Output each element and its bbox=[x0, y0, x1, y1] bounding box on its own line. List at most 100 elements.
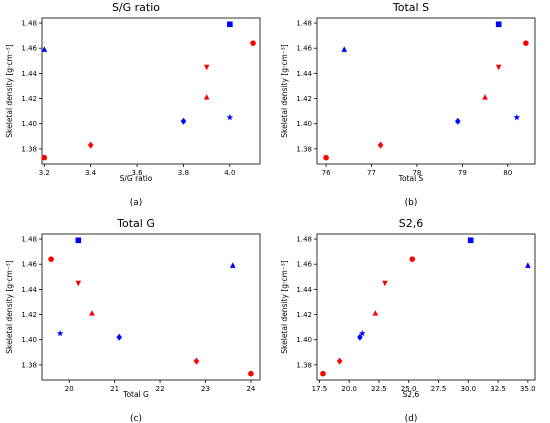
x-tick-label: 77 bbox=[367, 169, 376, 177]
panel-caption: (a) bbox=[130, 198, 143, 208]
data-point bbox=[56, 329, 64, 337]
y-axis-label: Skeletal density [g·cm⁻³] bbox=[280, 44, 289, 138]
y-tick-label: 1.44 bbox=[296, 70, 312, 78]
data-point bbox=[203, 64, 210, 71]
x-axis-label: S2,6 bbox=[403, 390, 420, 399]
data-point bbox=[482, 94, 488, 100]
plot-frame bbox=[41, 233, 261, 381]
x-tick-label: 22 bbox=[156, 385, 165, 393]
data-point bbox=[116, 333, 123, 341]
panel-caption: (d) bbox=[405, 414, 418, 423]
chart-panel: S/G ratio Skeletal density [g·cm⁻³] S/G … bbox=[5, 1, 261, 208]
data-point bbox=[89, 310, 95, 316]
y-tick-label: 1.42 bbox=[21, 95, 37, 103]
y-tick-label: 1.40 bbox=[296, 336, 312, 344]
data-point bbox=[41, 154, 48, 161]
x-tick-label: 27.5 bbox=[431, 385, 447, 393]
x-tick-label: 35.0 bbox=[520, 385, 536, 393]
x-axis-label: S/G ratio bbox=[120, 174, 153, 183]
y-axis-label: Skeletal density [g·cm⁻³] bbox=[5, 260, 14, 354]
plot-frame bbox=[41, 17, 261, 165]
x-tick-label: 79 bbox=[458, 169, 467, 177]
x-tick-label: 3.2 bbox=[39, 169, 50, 177]
data-point bbox=[358, 329, 366, 337]
y-tick-label: 1.46 bbox=[296, 45, 312, 53]
y-tick-label: 1.40 bbox=[21, 120, 37, 128]
y-tick-label: 1.38 bbox=[296, 145, 312, 153]
y-tick-label: 1.40 bbox=[21, 336, 37, 344]
data-point bbox=[226, 113, 234, 121]
chart-title: Total S bbox=[392, 1, 429, 14]
y-tick-label: 1.44 bbox=[21, 70, 37, 78]
plot-frame bbox=[316, 233, 536, 381]
data-point bbox=[495, 21, 502, 28]
data-point bbox=[48, 256, 54, 262]
data-point bbox=[320, 370, 326, 377]
plot-area: 20 21 22 23 24 1.38 1.40 1.42 1.44 1.46 1.48 bbox=[21, 233, 261, 393]
x-axis-label: Total S bbox=[398, 174, 424, 183]
data-point bbox=[180, 117, 187, 125]
y-tick-label: 1.48 bbox=[296, 236, 312, 244]
chart-title: S2,6 bbox=[399, 217, 423, 230]
chart-panel: Total G Skeletal density [g·cm⁻³] Total … bbox=[5, 217, 261, 423]
data-point bbox=[467, 237, 474, 244]
data-point bbox=[377, 141, 384, 149]
x-tick-label: 17.5 bbox=[312, 385, 328, 393]
y-tick-label: 1.46 bbox=[296, 261, 312, 269]
y-tick-label: 1.46 bbox=[21, 261, 37, 269]
x-tick-label: 32.5 bbox=[490, 385, 506, 393]
y-tick-label: 1.40 bbox=[296, 120, 312, 128]
x-tick-label: 22.5 bbox=[371, 385, 387, 393]
x-tick-label: 30.0 bbox=[460, 385, 476, 393]
data-point bbox=[372, 310, 379, 316]
x-tick-label: 24 bbox=[246, 385, 255, 393]
y-tick-label: 1.44 bbox=[21, 286, 37, 294]
y-axis-label: Skeletal density [g·cm⁻³] bbox=[280, 260, 289, 354]
x-axis-label: Total G bbox=[122, 390, 149, 399]
chart-title: Total G bbox=[116, 217, 155, 230]
x-tick-label: 23 bbox=[201, 385, 210, 393]
data-point bbox=[227, 21, 233, 28]
panel-caption: (b) bbox=[405, 198, 418, 208]
chart-title: S/G ratio bbox=[112, 1, 160, 14]
data-point bbox=[75, 280, 82, 287]
x-tick-label: 4.0 bbox=[224, 169, 235, 177]
y-tick-label: 1.42 bbox=[296, 95, 312, 103]
panel-caption: (c) bbox=[130, 414, 142, 423]
y-axis-label: Skeletal density [g·cm⁻³] bbox=[5, 44, 14, 138]
data-point bbox=[525, 262, 531, 268]
data-point bbox=[513, 113, 521, 121]
chart-panel: Total S Skeletal density [g·cm⁻³] Total … bbox=[280, 1, 536, 208]
y-tick-label: 1.42 bbox=[21, 311, 37, 319]
plot-frame bbox=[316, 17, 536, 165]
x-tick-label: 78 bbox=[412, 169, 421, 177]
data-point bbox=[203, 94, 210, 100]
data-point bbox=[495, 64, 502, 71]
data-point bbox=[248, 370, 254, 377]
x-tick-label: 20.0 bbox=[341, 385, 357, 393]
x-tick-label: 3.6 bbox=[132, 169, 144, 177]
data-point bbox=[341, 46, 348, 52]
y-tick-label: 1.46 bbox=[21, 45, 37, 53]
x-tick-label: 21 bbox=[110, 385, 119, 393]
y-tick-label: 1.38 bbox=[21, 145, 37, 153]
x-tick-label: 25.0 bbox=[401, 385, 417, 393]
y-tick-label: 1.48 bbox=[21, 236, 37, 244]
data-point bbox=[336, 357, 343, 365]
x-tick-label: 3.8 bbox=[178, 169, 189, 177]
data-point bbox=[229, 262, 236, 268]
data-point bbox=[41, 46, 48, 52]
data-point bbox=[523, 40, 529, 46]
data-point bbox=[454, 117, 461, 125]
x-tick-label: 80 bbox=[503, 169, 512, 177]
chart-panel: S2,6 Skeletal density [g·cm⁻³] S2,6 (d) … bbox=[280, 217, 536, 423]
data-point bbox=[382, 280, 388, 287]
data-point bbox=[193, 357, 200, 365]
y-tick-label: 1.42 bbox=[296, 311, 312, 319]
y-tick-label: 1.48 bbox=[21, 20, 37, 28]
y-tick-label: 1.44 bbox=[296, 286, 312, 294]
plot-area: 17.5 20.0 22.5 25.0 27.5 30.0 32.5 35.0 1.38 1.40… bbox=[296, 233, 536, 393]
data-point bbox=[323, 154, 329, 161]
x-tick-label: 20 bbox=[65, 385, 74, 393]
